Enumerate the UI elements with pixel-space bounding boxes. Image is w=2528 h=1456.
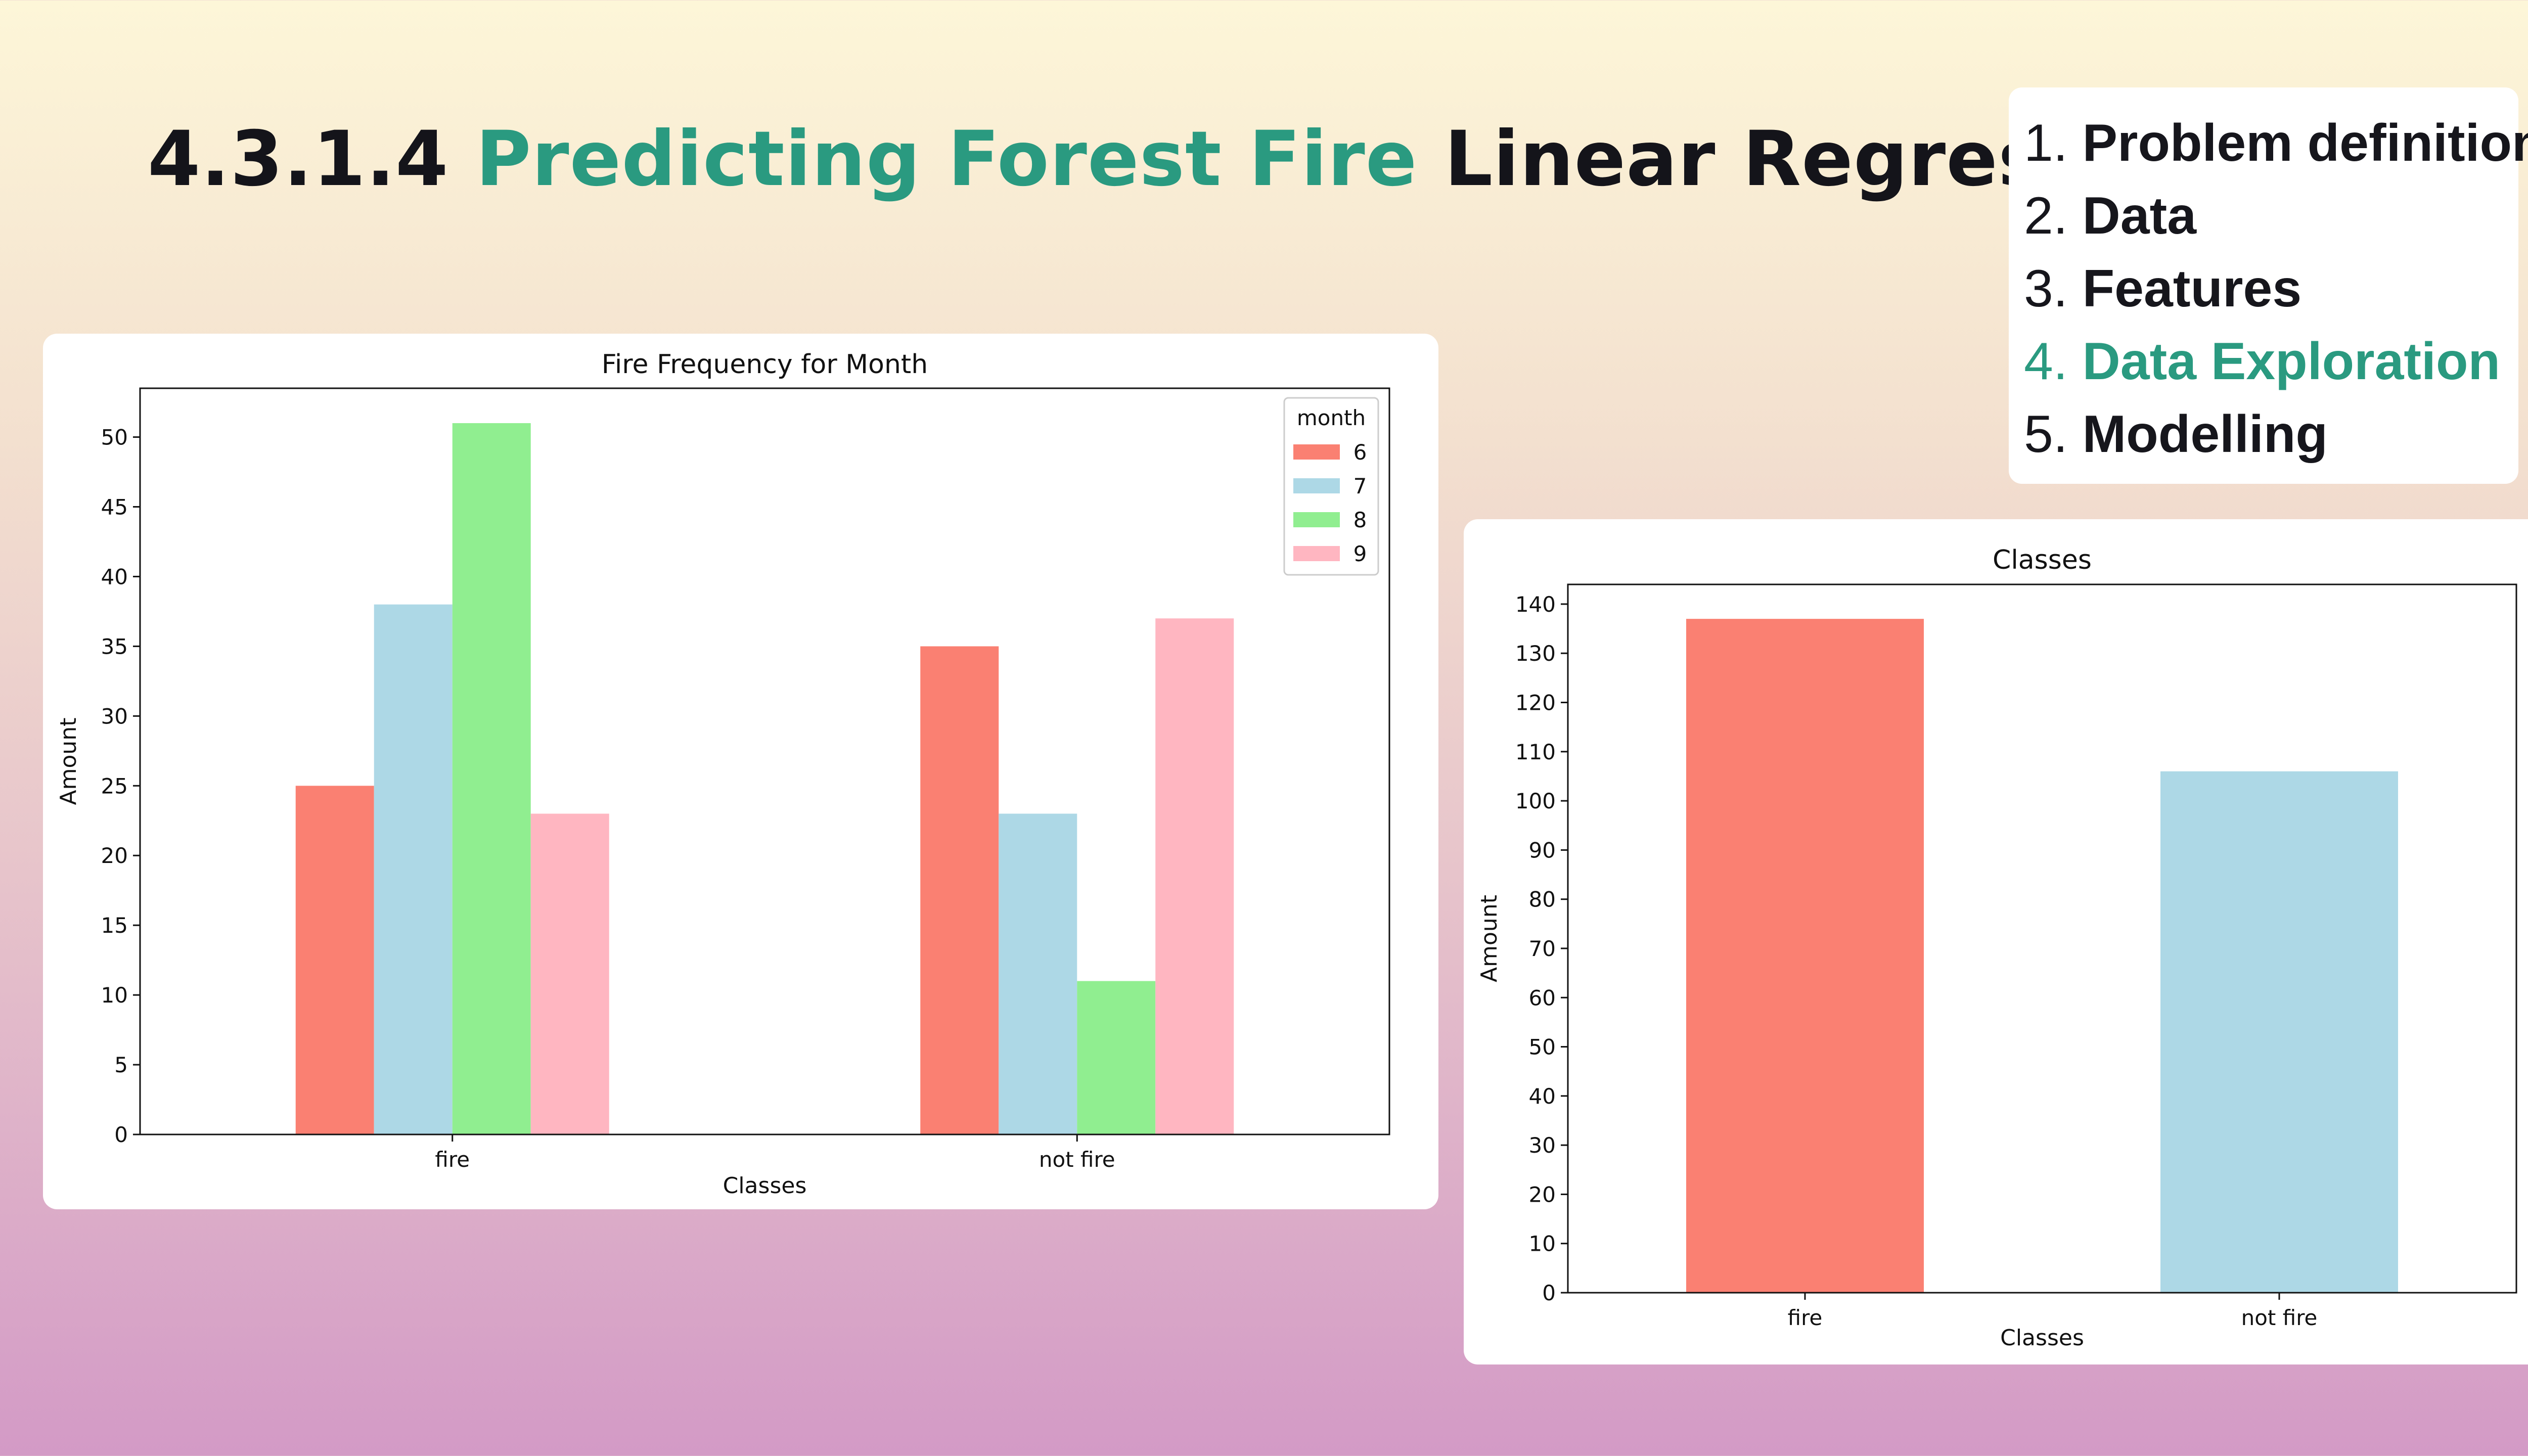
chart2-ytick-label: 140 <box>1515 592 1556 617</box>
outline-item-problem-definition: 1. Problem definition <box>2024 114 2528 172</box>
chart1-bar-not-fire-month-6 <box>920 646 999 1134</box>
chart2-xtick-label: not fire <box>2241 1305 2318 1330</box>
chart1-legend-swatch-8 <box>1293 512 1340 527</box>
chart1-legend-swatch-9 <box>1293 546 1340 561</box>
chart1-xlabel: Classes <box>723 1173 807 1199</box>
outline-panel: 1. Problem definition 2. Data 3. Feature… <box>2009 87 2528 484</box>
chart1-bar-fire-month-6 <box>295 786 374 1134</box>
slide-title: 4.3.1.4 Predicting Forest Fire Linear Re… <box>148 115 2223 203</box>
chart1-ytick-label: 25 <box>101 774 128 798</box>
chart2-ytick-label: 0 <box>1542 1281 1556 1305</box>
outline-item-data: 2. Data <box>2024 187 2197 245</box>
chart2-bar-not-fire <box>2160 771 2398 1293</box>
fire-frequency-chart: 0 5 10 15 20 25 30 35 40 45 50 fire not fire Fire Fre… <box>56 349 1390 1199</box>
chart1-ytick-label: 50 <box>101 425 128 450</box>
chart1-bar-fire-month-7 <box>374 604 453 1134</box>
chart1-bar-not-fire-month-7 <box>999 813 1077 1134</box>
chart1-legend-label-9: 9 <box>1353 541 1367 566</box>
chart1-bar-not-fire-month-8 <box>1077 981 1156 1134</box>
chart2-ytick-label: 40 <box>1529 1084 1556 1109</box>
chart1-bar-fire-month-8 <box>452 423 531 1135</box>
chart2-xtick-label: fire <box>1788 1305 1823 1330</box>
chart2-ytick-label: 110 <box>1515 740 1556 764</box>
chart2-ytick-label: 130 <box>1515 641 1556 666</box>
chart1-ytick-label: 40 <box>101 564 128 589</box>
outline-item-data-exploration: 4. Data Exploration <box>2024 332 2501 391</box>
outline-item-features: 3. Features <box>2024 259 2302 318</box>
chart2-ytick-label: 50 <box>1529 1035 1556 1060</box>
chart1-title: Fire Frequency for Month <box>602 349 928 380</box>
chart2-ytick-label: 60 <box>1529 985 1556 1010</box>
chart1-legend-label-8: 8 <box>1353 508 1367 532</box>
chart2-ytick-label: 70 <box>1529 936 1556 961</box>
chart2-ytick-label: 90 <box>1529 838 1556 862</box>
chart1-ytick-label: 45 <box>101 495 128 520</box>
chart1-legend-title: month <box>1297 405 1366 430</box>
chart1-ytick-label: 10 <box>101 983 128 1008</box>
chart2-xlabel: Classes <box>2000 1325 2084 1351</box>
chart1-ytick-label: 35 <box>101 634 128 659</box>
chart2-ytick-label: 30 <box>1529 1133 1556 1158</box>
chart1-bar-not-fire-month-9 <box>1155 618 1234 1134</box>
chart1-legend-label-7: 7 <box>1353 474 1367 498</box>
chart1-xtick-label: fire <box>435 1147 470 1172</box>
chart1-plot-frame <box>139 387 1390 1135</box>
chart1-legend-label-6: 6 <box>1353 440 1367 465</box>
title-number: 4.3.1.4 <box>148 115 449 203</box>
fire-frequency-chart-card: 0 5 10 15 20 25 30 35 40 45 50 fire not fire Fire Fre… <box>43 334 1438 1209</box>
chart2-ylabel: Amount <box>1476 895 1502 982</box>
chart2-ytick-label: 80 <box>1529 887 1556 912</box>
chart1-xtick-label: not fire <box>1039 1147 1115 1172</box>
outline-item-modelling: 5. Modelling <box>2024 405 2328 464</box>
chart1-ytick-label: 0 <box>114 1122 128 1147</box>
classes-chart-card: 0 10 20 30 40 50 60 70 80 90 100 110 120 130 140 fire no… <box>1464 519 2528 1364</box>
chart1-ytick-label: 30 <box>101 704 128 729</box>
chart2-bar-fire <box>1686 619 1924 1293</box>
classes-chart: 0 10 20 30 40 50 60 70 80 90 100 110 120 130 140 fire no… <box>1476 545 2517 1351</box>
chart1-legend-swatch-6 <box>1293 444 1340 460</box>
chart2-title: Classes <box>1993 545 2092 575</box>
chart2-plot-frame <box>1567 583 2517 1294</box>
chart1-ytick-label: 15 <box>101 913 128 938</box>
chart1-bar-fire-month-9 <box>530 813 609 1134</box>
title-highlight: Predicting Forest Fire <box>475 115 1418 203</box>
chart1-ylabel: Amount <box>56 718 81 805</box>
chart1-legend-swatch-7 <box>1293 478 1340 493</box>
chart1-ytick-label: 20 <box>101 843 128 868</box>
chart2-ytick-label: 10 <box>1529 1232 1556 1256</box>
chart1-ytick-label: 5 <box>114 1053 128 1077</box>
chart2-ytick-label: 100 <box>1515 789 1556 813</box>
chart2-ytick-label: 20 <box>1529 1182 1556 1207</box>
chart2-ytick-label: 120 <box>1515 691 1556 715</box>
